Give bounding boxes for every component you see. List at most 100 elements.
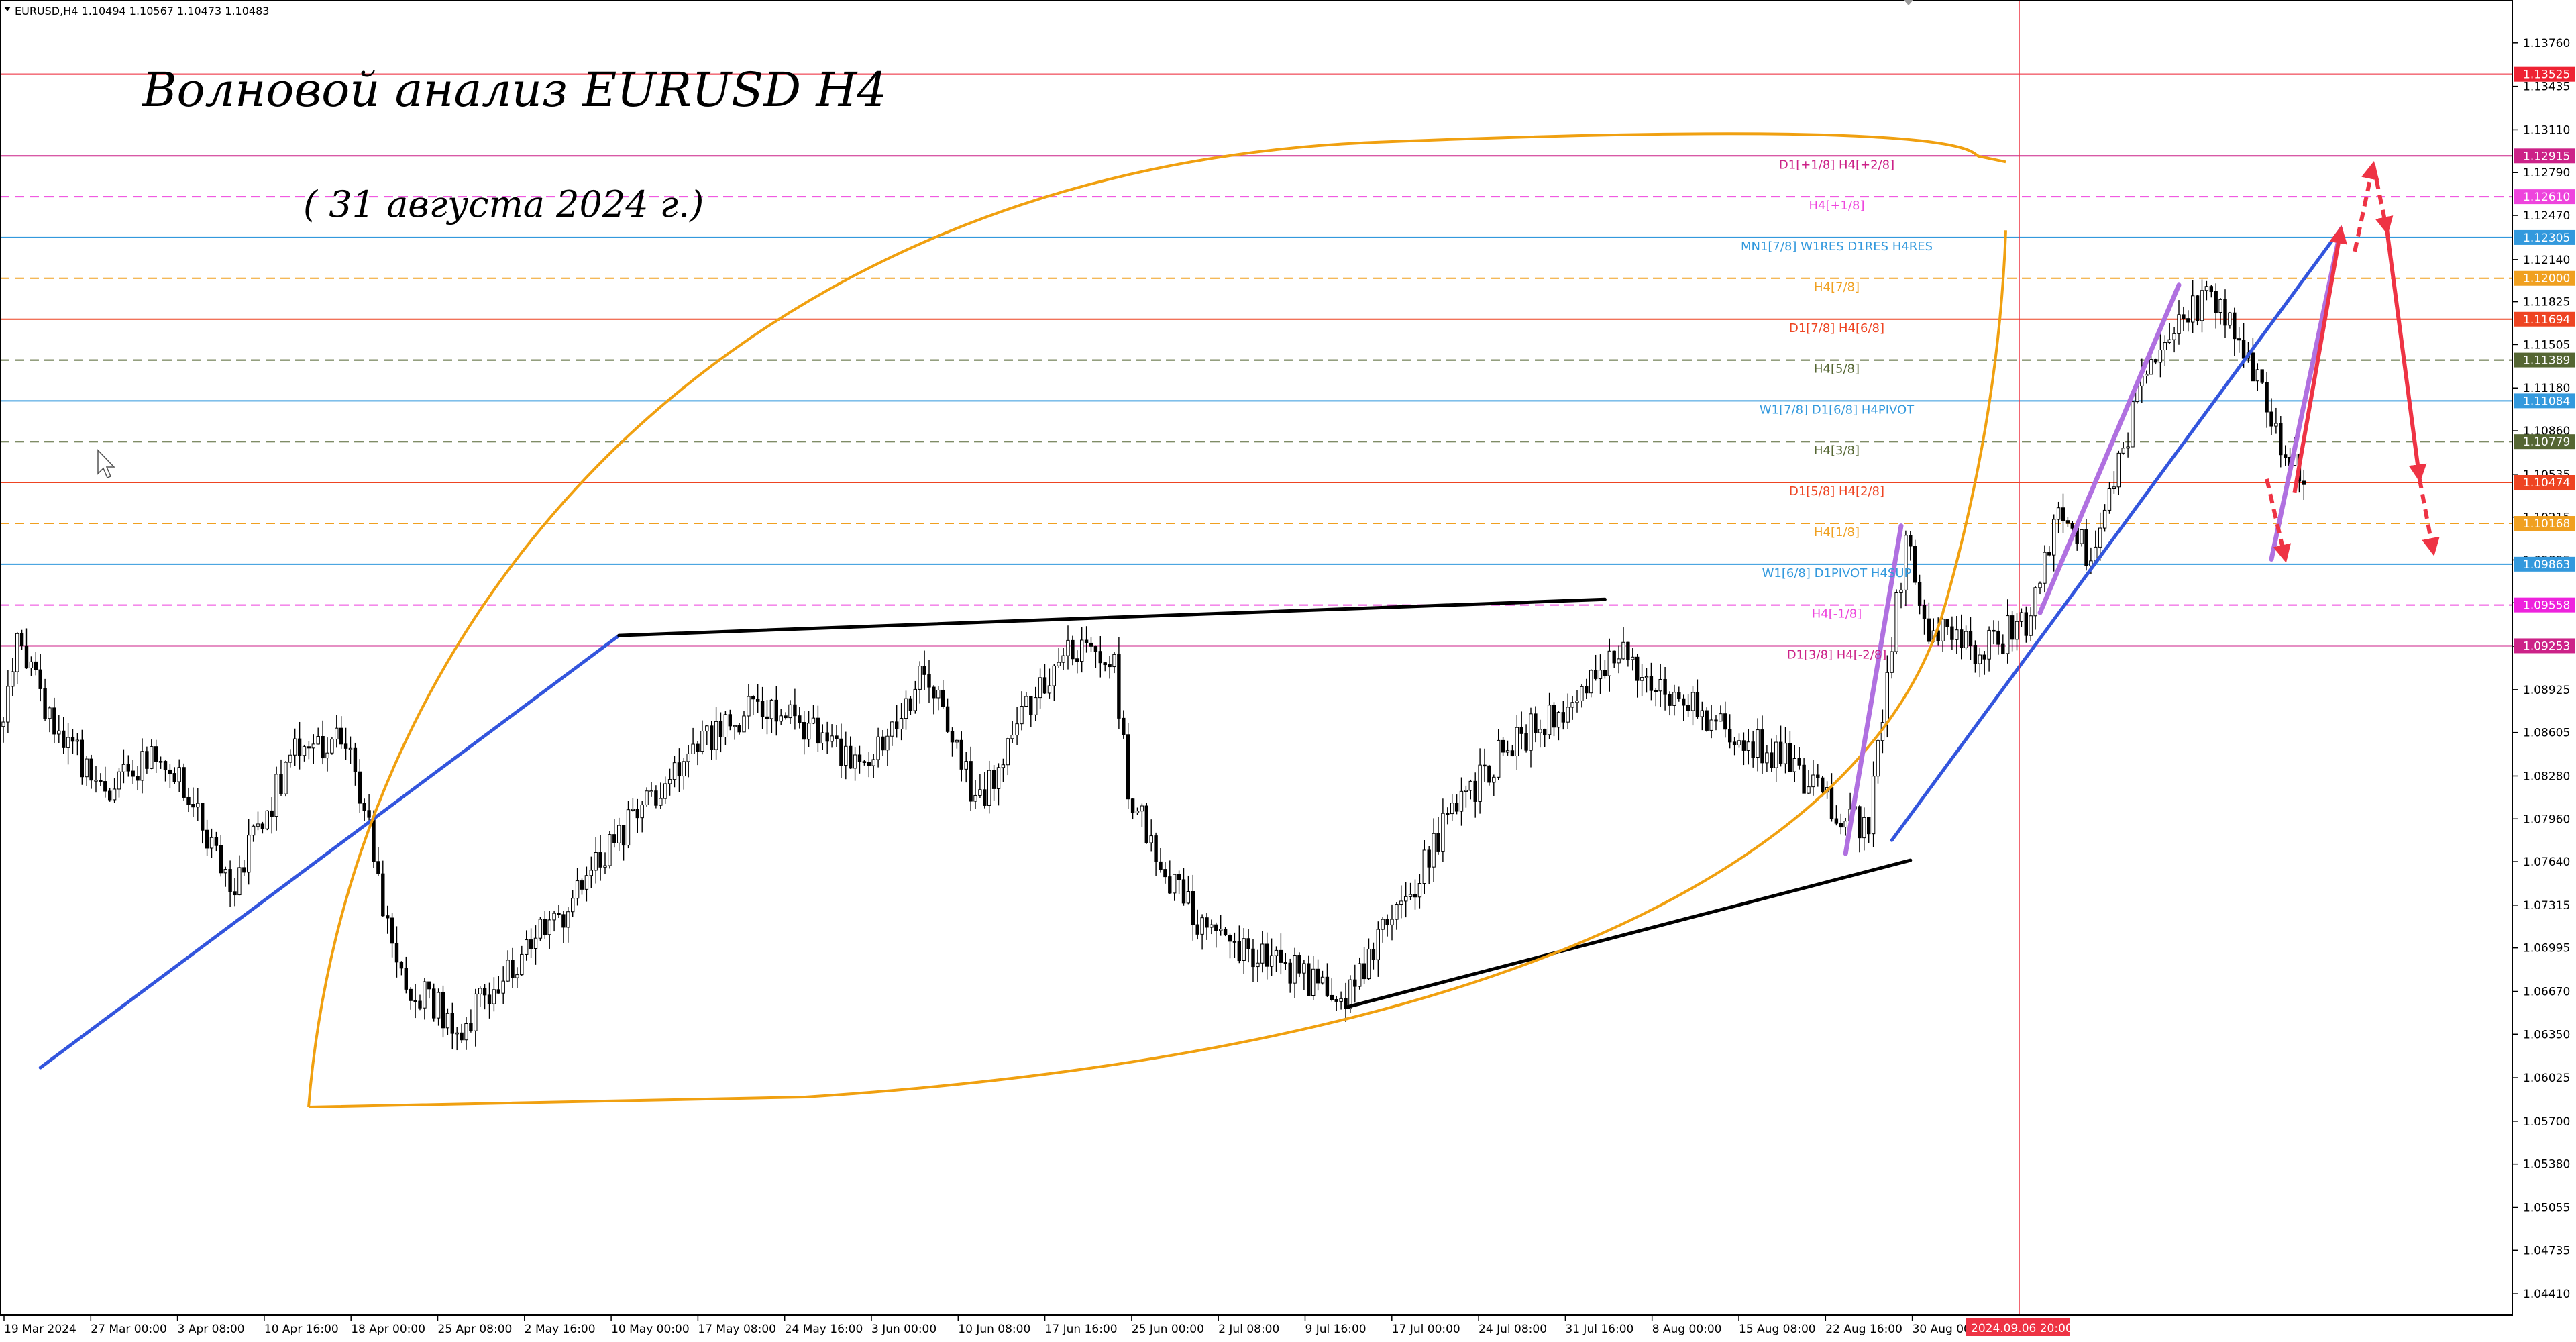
blue-trend-2[interactable]	[1890, 227, 2343, 842]
candle	[1807, 770, 1811, 794]
candle	[1778, 725, 1783, 767]
candle	[2153, 358, 2158, 365]
candle	[2019, 608, 2024, 627]
candle	[2052, 514, 2056, 572]
candle	[589, 856, 593, 888]
candle	[806, 711, 811, 747]
level-label: H4[+1/8]	[1809, 199, 1864, 213]
candle	[2145, 370, 2149, 384]
candle	[131, 760, 135, 784]
candle	[85, 756, 89, 786]
y-tick-label: 1.05700	[2523, 1115, 2570, 1129]
candle	[1501, 737, 1505, 756]
candle	[1631, 648, 1635, 671]
candle	[728, 709, 732, 731]
price-tag-label: 1.10168	[2523, 517, 2570, 531]
candle	[2186, 310, 2190, 332]
candle	[145, 746, 149, 774]
candle	[2126, 432, 2130, 458]
black-trend-upper[interactable]	[617, 597, 1607, 637]
x-tick-label: 9 Jul 16:00	[1305, 1323, 1366, 1336]
candle	[723, 711, 728, 745]
candle	[1015, 707, 1019, 745]
level-labels: D1[+1/8] H4[+2/8] H4[+1/8] MN1[7/8] W1RES …	[1741, 158, 1933, 662]
black-trend-lower[interactable]	[1344, 858, 1913, 1009]
candle	[1265, 932, 1269, 980]
candle	[1668, 691, 1672, 716]
candle	[2121, 442, 2125, 455]
price-tag-label: 1.10779	[2523, 435, 2570, 449]
candle	[1422, 840, 1427, 894]
candle	[150, 739, 154, 770]
candle	[1251, 939, 1255, 982]
price-tag-label: 1.11694	[2523, 313, 2570, 327]
candle	[1839, 813, 1843, 835]
level-label: D1[3/8] H4[-2/8]	[1787, 648, 1887, 662]
candle	[561, 911, 566, 943]
forecast-arrow[interactable]	[2265, 478, 2291, 563]
purple-wave-line[interactable]	[1843, 523, 1904, 856]
candle	[1978, 647, 1982, 678]
candle	[515, 967, 519, 988]
forecast-arrow[interactable]	[2417, 478, 2440, 556]
candle	[43, 678, 47, 721]
candle	[733, 725, 737, 740]
level-label: D1[7/8] H4[6/8]	[1789, 321, 1884, 336]
candle	[1144, 803, 1148, 844]
candle	[288, 749, 292, 768]
candle	[691, 727, 695, 754]
candle	[1529, 707, 1533, 768]
candle	[1640, 664, 1644, 696]
candle	[1, 717, 5, 743]
candle	[991, 765, 996, 801]
candle	[1075, 650, 1079, 674]
candle	[1191, 874, 1195, 941]
candle	[2214, 283, 2218, 329]
blue-trend-1[interactable]	[38, 633, 621, 1070]
candle	[1968, 617, 1973, 660]
candle	[594, 837, 598, 884]
x-tick-label: 25 Apr 08:00	[438, 1323, 513, 1336]
x-tick-label: 2 Jul 08:00	[1218, 1323, 1279, 1336]
candle	[2182, 306, 2186, 331]
candle	[788, 700, 792, 724]
candle	[2195, 295, 2200, 326]
candle	[423, 978, 427, 1020]
candle	[816, 705, 820, 752]
candle	[1894, 589, 1898, 655]
candle	[1519, 711, 1523, 750]
forecast-arrow[interactable]	[2371, 164, 2394, 236]
cycle-arc-upper[interactable]	[307, 132, 1981, 1108]
candle	[1154, 832, 1158, 876]
candle	[196, 788, 200, 821]
candle	[172, 767, 177, 784]
candle	[1649, 662, 1654, 701]
candle	[1621, 627, 1625, 660]
candle	[1585, 678, 1589, 699]
candle	[209, 828, 214, 858]
x-tick-label: 10 Apr 16:00	[264, 1323, 339, 1336]
purple-wave-line[interactable]	[2037, 282, 2182, 615]
candle	[1399, 885, 1403, 919]
candle	[802, 711, 806, 755]
candle	[677, 748, 682, 792]
candle	[959, 731, 963, 782]
candle	[714, 707, 718, 760]
x-tick-label: 8 Aug 00:00	[1652, 1323, 1722, 1336]
x-tick-label: 10 Jun 08:00	[958, 1323, 1030, 1336]
x-tick-label: 18 Apr 00:00	[351, 1323, 425, 1336]
price-tag	[2514, 597, 2575, 613]
triangle-down-icon[interactable]	[4, 7, 11, 11]
x-tick-label: 24 May 16:00	[785, 1323, 863, 1336]
candle	[584, 866, 589, 902]
candle	[672, 756, 677, 788]
y-tick-label: 1.08925	[2523, 684, 2570, 697]
forecast-arrow[interactable]	[2292, 225, 2348, 493]
forecast-arrow[interactable]	[2385, 231, 2427, 483]
candle	[1117, 637, 1121, 729]
candle	[1432, 818, 1436, 882]
candle	[1510, 745, 1515, 757]
candle	[1927, 602, 1931, 644]
